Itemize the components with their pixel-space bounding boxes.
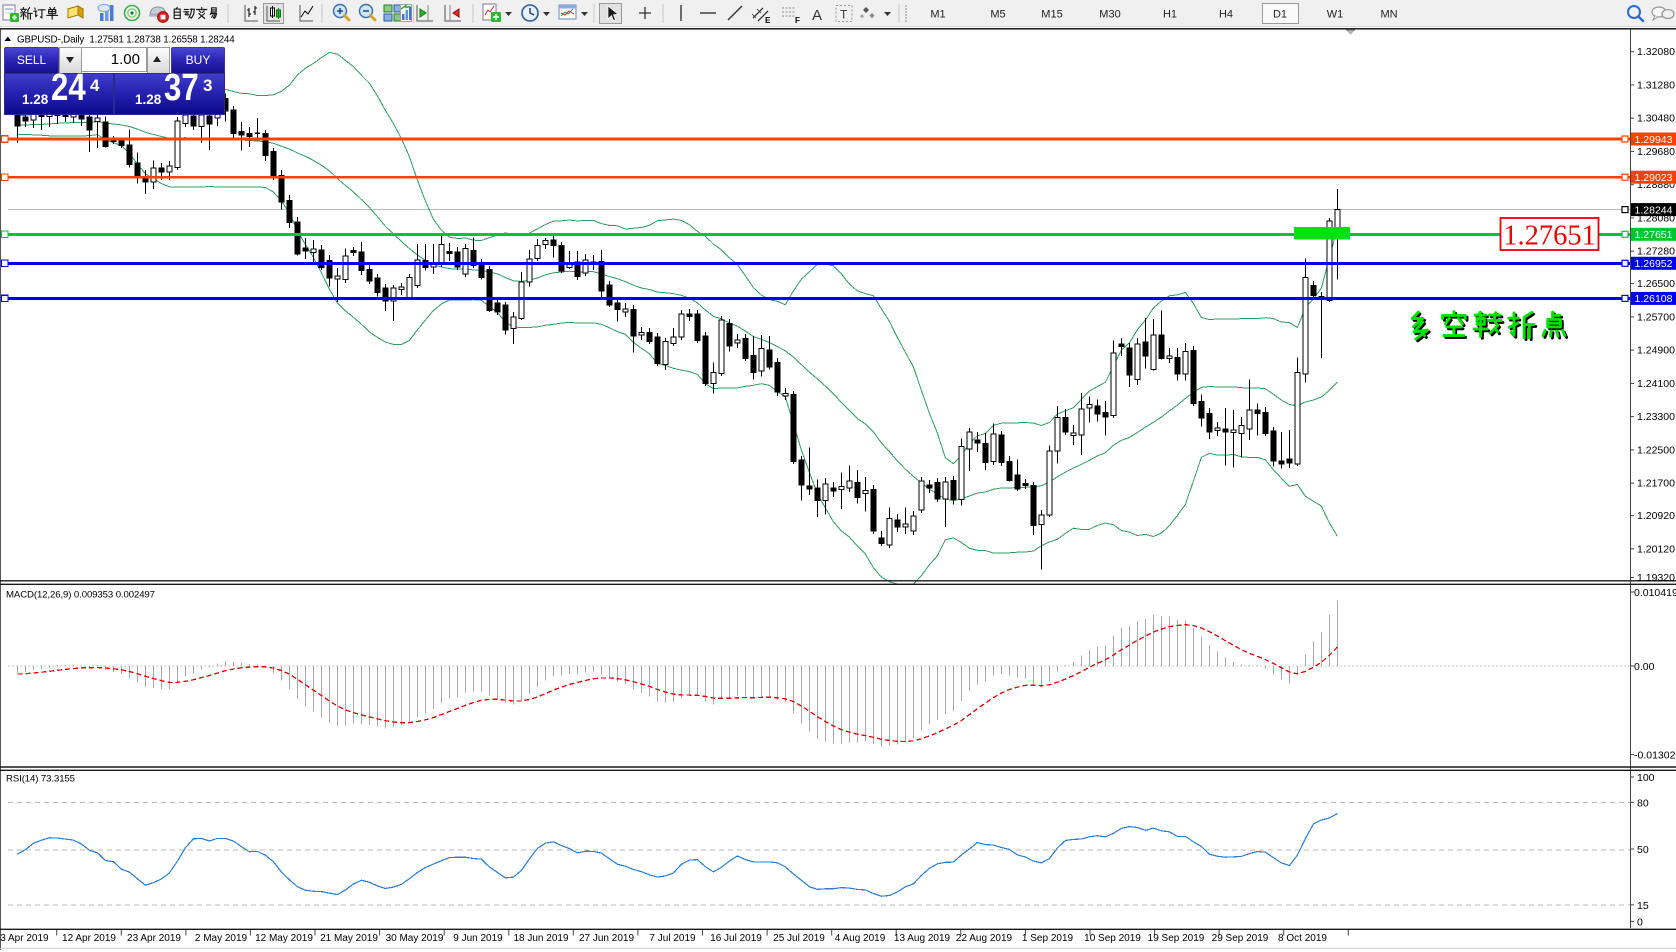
svg-text:18 Jun 2019: 18 Jun 2019 [513,933,568,944]
svg-text:19 Sep 2019: 19 Sep 2019 [1148,933,1205,944]
svg-text:12 May 2019: 12 May 2019 [255,933,313,944]
svg-text:F: F [795,16,800,25]
svg-text:16 Jul 2019: 16 Jul 2019 [710,933,762,944]
svg-text:H1: H1 [1163,9,1177,21]
svg-text:50: 50 [1637,844,1649,856]
svg-text:100: 100 [1637,772,1655,784]
svg-text:23 Apr 2019: 23 Apr 2019 [127,933,181,944]
svg-text:1.22500: 1.22500 [1637,444,1675,456]
svg-text:1.20120: 1.20120 [1637,543,1675,555]
svg-text:E: E [765,16,771,25]
svg-text:M5: M5 [990,9,1005,21]
svg-text:25 Jul 2019: 25 Jul 2019 [773,933,825,944]
svg-text:1.20920: 1.20920 [1637,510,1675,522]
svg-text:H4: H4 [1219,9,1233,21]
svg-text:W1: W1 [1327,9,1344,21]
svg-text:9 Jun 2019: 9 Jun 2019 [453,933,503,944]
svg-text:29 Sep 2019: 29 Sep 2019 [1212,933,1269,944]
svg-text:4 Aug 2019: 4 Aug 2019 [835,933,886,944]
svg-text:1.26952: 1.26952 [1635,258,1673,270]
svg-text:GBPUSD-,Daily 1.27581 1.28738: GBPUSD-,Daily 1.27581 1.28738 1.26558 1.… [17,35,235,46]
svg-text:T: T [840,8,848,22]
svg-text:7 Jul 2019: 7 Jul 2019 [649,933,696,944]
svg-text:M30: M30 [1099,9,1120,21]
svg-text:D1: D1 [1273,9,1287,21]
svg-text:80: 80 [1637,797,1649,809]
svg-text:0.00: 0.00 [1634,661,1655,673]
svg-text:12 Apr 2019: 12 Apr 2019 [62,933,116,944]
svg-text:22 Aug 2019: 22 Aug 2019 [956,933,1013,944]
svg-text:1.29023: 1.29023 [1635,172,1673,184]
svg-text:MN: MN [1380,9,1397,21]
svg-text:1.27280: 1.27280 [1637,246,1675,258]
svg-text:1.27651: 1.27651 [1635,229,1673,241]
svg-text:A: A [812,7,822,24]
svg-text:1.19320: 1.19320 [1637,572,1675,584]
svg-text:1.31280: 1.31280 [1637,79,1675,91]
svg-text:M15: M15 [1041,9,1062,21]
svg-text:1.26108: 1.26108 [1635,293,1673,305]
svg-text:1.29943: 1.29943 [1635,134,1673,146]
svg-text:8 Oct 2019: 8 Oct 2019 [1278,933,1327,944]
svg-text:3 Apr 2019: 3 Apr 2019 [0,933,49,944]
svg-text:1.29680: 1.29680 [1637,146,1675,158]
svg-text:1.26500: 1.26500 [1637,278,1675,290]
svg-text:RSI(14) 73.3155: RSI(14) 73.3155 [6,774,75,785]
svg-text:M1: M1 [930,9,945,21]
svg-text:1 Sep 2019: 1 Sep 2019 [1022,933,1074,944]
svg-text:1.30480: 1.30480 [1637,113,1675,125]
svg-text:1.27651: 1.27651 [1503,221,1596,252]
svg-text:0.010419: 0.010419 [1634,587,1676,599]
svg-text:1.32080: 1.32080 [1637,46,1675,58]
svg-text:-0.013027: -0.013027 [1634,750,1676,762]
svg-text:15: 15 [1637,900,1649,912]
svg-text:30 May 2019: 30 May 2019 [386,933,444,944]
svg-text:MACD(12,26,9) 0.009353 0.00249: MACD(12,26,9) 0.009353 0.002497 [6,590,155,601]
svg-text:1.24900: 1.24900 [1637,345,1675,357]
svg-text:21 May 2019: 21 May 2019 [320,933,378,944]
svg-text:27 Jun 2019: 27 Jun 2019 [579,933,634,944]
svg-text:1.28244: 1.28244 [1635,204,1673,216]
svg-text:1.23300: 1.23300 [1637,411,1675,423]
svg-text:0: 0 [1637,916,1643,928]
svg-text:2 May 2019: 2 May 2019 [195,933,248,944]
svg-text:1.24100: 1.24100 [1637,378,1675,390]
svg-text:1.25700: 1.25700 [1637,311,1675,323]
svg-text:13 Aug 2019: 13 Aug 2019 [894,933,951,944]
svg-text:10 Sep 2019: 10 Sep 2019 [1084,933,1141,944]
svg-text:1.21700: 1.21700 [1637,478,1675,490]
